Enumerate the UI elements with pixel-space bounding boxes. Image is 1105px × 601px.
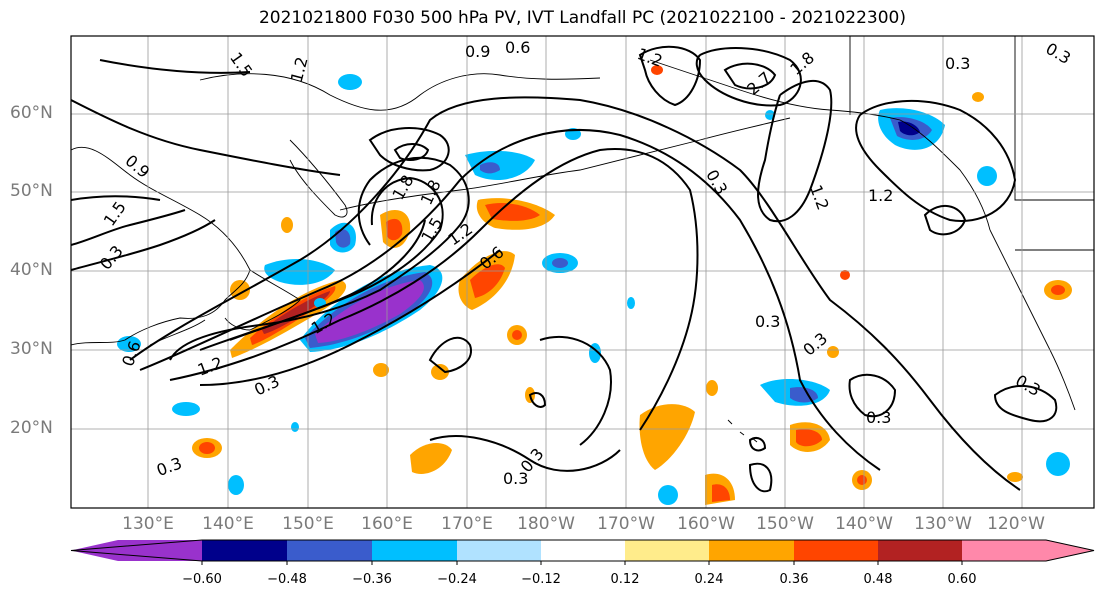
- contour-label: 1.2: [806, 182, 833, 212]
- colorbar-segment: [962, 540, 1094, 561]
- state-borders: [849, 36, 1094, 251]
- colorbar-tick-label: −0.24: [437, 572, 477, 587]
- contour-label: 1.5: [100, 198, 130, 230]
- contour-label: 1.8: [786, 48, 818, 79]
- lon-label: 120°W: [987, 514, 1045, 534]
- colorbar-tick-label: 0.36: [779, 572, 809, 587]
- lon-label: 160°W: [677, 514, 735, 534]
- colorbar-segment: [71, 540, 202, 561]
- contour-label: 2.7: [743, 68, 775, 99]
- colorbar-segment: [287, 540, 372, 561]
- colorbar-tick-label: −0.60: [182, 572, 222, 587]
- map-frame: [70, 35, 1095, 509]
- north-america-coast: [989, 229, 1076, 411]
- colorbar-segment: [457, 540, 541, 561]
- coastlines: [71, 36, 1094, 443]
- contour-label: 1.5: [226, 49, 256, 81]
- contour-label: 0.3: [866, 408, 891, 427]
- lat-label-20n: 20°N: [10, 418, 53, 438]
- asia-coast: [71, 146, 251, 346]
- lon-label: 140°E: [202, 514, 254, 534]
- ivt-contours: [71, 45, 1058, 493]
- contour-label: 0.9: [465, 42, 490, 61]
- alaska-coast: [649, 59, 991, 231]
- kamchatka: [289, 139, 348, 218]
- lon-label: 150°W: [756, 514, 814, 534]
- lat-label-40n: 40°N: [10, 260, 53, 280]
- lon-label: 150°E: [282, 514, 334, 534]
- siberia-coast: [199, 73, 601, 111]
- contour-label: 0.3: [251, 371, 282, 399]
- contour-label: 1.2: [444, 219, 476, 249]
- contour-label: 0.9: [122, 151, 154, 182]
- lon-label: 130°W: [914, 514, 972, 534]
- colorbar-tick-label: −0.12: [521, 572, 561, 587]
- colorbar-segment: [541, 540, 625, 561]
- graticule: [71, 36, 1094, 508]
- colorbar-segment: [372, 540, 457, 561]
- colorbar-tick-label: −0.48: [267, 572, 307, 587]
- contour-label: 1.2: [195, 353, 225, 380]
- contour-labels: 1.5 1.2 0.9 0.6 0.3 1.2 2.7 1.8 0.3 0.3 …: [96, 38, 1074, 488]
- contour-label: 0.3: [1012, 371, 1044, 400]
- lat-label-50n: 50°N: [10, 181, 53, 201]
- colorbar-segment: [794, 540, 878, 561]
- colorbar-segment: [625, 540, 709, 561]
- map-plot-area: 1.5 1.2 0.9 0.6 0.3 1.2 2.7 1.8 0.3 0.3 …: [71, 36, 1094, 508]
- lon-label: 160°E: [361, 514, 413, 534]
- colorbar-segment: [709, 540, 794, 561]
- colorbar-segment: [202, 540, 287, 561]
- lat-label-30n: 30°N: [10, 339, 53, 359]
- contour-label: 0.3: [755, 312, 780, 331]
- contour-label: 0.3: [1043, 39, 1075, 68]
- lat-label-60n: 60°N: [10, 103, 53, 123]
- map-title: 2021021800 F030 500 hPa PV, IVT Landfall…: [258, 8, 906, 28]
- contour-label: 0.6: [505, 38, 530, 57]
- colorbar-tick-label: 0.48: [863, 572, 893, 587]
- colorbar-segment: [878, 540, 962, 561]
- colorbar-tick-label: −0.36: [352, 572, 392, 587]
- colorbar-tick-label: 0.60: [947, 572, 977, 587]
- lon-label: 140°W: [835, 514, 893, 534]
- contour-label: 0.3: [154, 453, 184, 480]
- contour-label: 0.3: [503, 469, 528, 488]
- colorbar-tick-label: 0.24: [694, 572, 724, 587]
- lon-label: 130°E: [122, 514, 174, 534]
- colorbar: [70, 539, 1095, 565]
- contour-label: 0.3: [945, 54, 970, 73]
- lon-label: 170°E: [441, 514, 493, 534]
- contour-label: 0.3: [96, 242, 127, 274]
- lon-label: 170°W: [597, 514, 655, 534]
- lon-label: 180°W: [517, 514, 575, 534]
- contour-label: 0.3: [799, 329, 831, 360]
- contour-label: 1.2: [868, 186, 893, 205]
- aleutians: [339, 117, 791, 211]
- contour-label: 0.3: [702, 166, 731, 198]
- colorbar-tick-label: 0.12: [610, 572, 640, 587]
